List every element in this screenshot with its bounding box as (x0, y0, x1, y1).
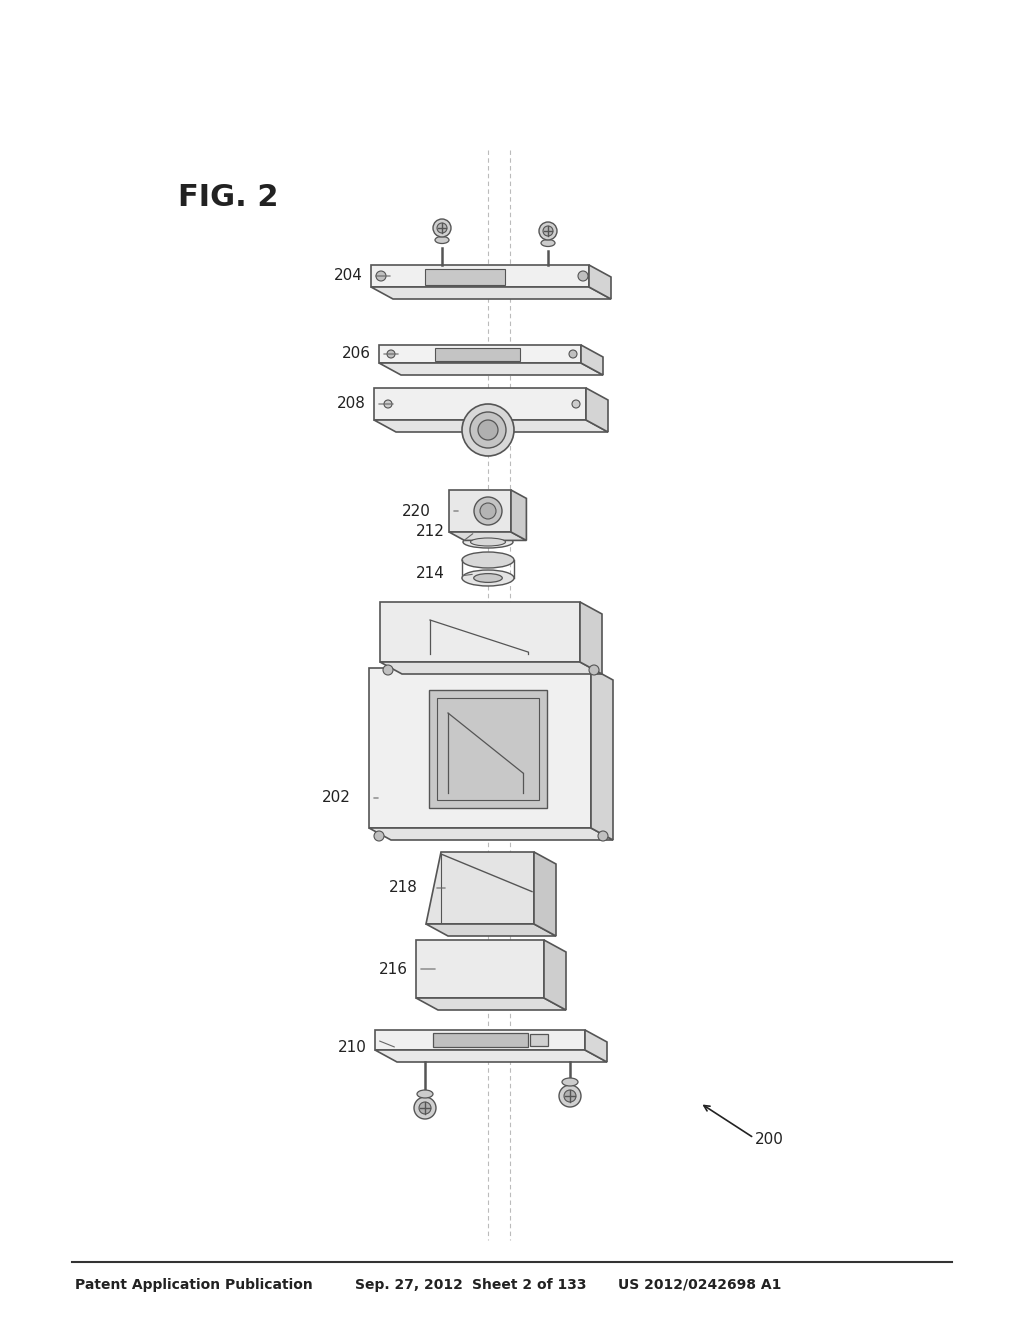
Polygon shape (585, 1030, 607, 1063)
Text: 210: 210 (338, 1040, 367, 1056)
Polygon shape (374, 420, 608, 432)
Polygon shape (375, 1030, 585, 1049)
Polygon shape (379, 363, 603, 375)
Ellipse shape (470, 539, 506, 546)
Circle shape (419, 1102, 431, 1114)
Polygon shape (589, 265, 611, 300)
Circle shape (578, 271, 588, 281)
Bar (437, 698, 539, 800)
Polygon shape (544, 940, 566, 1010)
Circle shape (433, 219, 451, 238)
Polygon shape (426, 851, 534, 924)
Bar (435, 348, 520, 360)
Polygon shape (586, 388, 608, 432)
Circle shape (437, 223, 447, 234)
Polygon shape (380, 602, 580, 663)
Circle shape (383, 665, 393, 675)
Text: 220: 220 (402, 503, 431, 519)
Circle shape (384, 400, 392, 408)
Text: 206: 206 (342, 346, 371, 362)
Circle shape (598, 832, 608, 841)
Polygon shape (369, 668, 591, 828)
Text: Sep. 27, 2012: Sep. 27, 2012 (355, 1278, 463, 1292)
Text: Sheet 2 of 133: Sheet 2 of 133 (472, 1278, 587, 1292)
Text: 216: 216 (379, 961, 408, 977)
Polygon shape (369, 828, 613, 840)
Ellipse shape (435, 236, 449, 243)
Text: US 2012/0242698 A1: US 2012/0242698 A1 (618, 1278, 781, 1292)
Bar (429, 690, 547, 808)
Text: Patent Application Publication: Patent Application Publication (75, 1278, 312, 1292)
Polygon shape (591, 668, 613, 840)
Ellipse shape (462, 570, 514, 586)
Circle shape (474, 498, 502, 525)
Bar (530, 1034, 548, 1045)
Text: 204: 204 (334, 268, 362, 284)
Circle shape (589, 665, 599, 675)
Polygon shape (371, 265, 589, 286)
Polygon shape (449, 490, 511, 532)
Polygon shape (426, 924, 556, 936)
Bar (432, 1034, 527, 1047)
Circle shape (543, 226, 553, 236)
Text: 212: 212 (416, 524, 445, 540)
Text: 202: 202 (323, 791, 351, 805)
Ellipse shape (463, 536, 513, 548)
Circle shape (564, 1090, 575, 1102)
Polygon shape (534, 851, 556, 936)
Circle shape (539, 222, 557, 240)
Circle shape (387, 350, 395, 358)
Polygon shape (581, 345, 603, 375)
Polygon shape (380, 663, 602, 675)
Ellipse shape (462, 552, 514, 568)
Circle shape (569, 350, 577, 358)
Text: 208: 208 (337, 396, 366, 412)
Text: 214: 214 (416, 566, 445, 582)
Text: FIG. 2: FIG. 2 (178, 183, 279, 213)
Circle shape (376, 271, 386, 281)
Polygon shape (416, 998, 566, 1010)
Polygon shape (511, 490, 526, 540)
Circle shape (414, 1097, 436, 1119)
Polygon shape (379, 345, 581, 363)
Circle shape (374, 832, 384, 841)
Polygon shape (449, 532, 526, 540)
Circle shape (470, 412, 506, 447)
Ellipse shape (541, 239, 555, 247)
Polygon shape (374, 388, 586, 420)
Text: 200: 200 (755, 1133, 784, 1147)
Ellipse shape (474, 574, 503, 582)
Polygon shape (371, 286, 611, 300)
Ellipse shape (417, 1090, 433, 1098)
Circle shape (462, 404, 514, 455)
Circle shape (572, 400, 580, 408)
Bar (425, 269, 505, 285)
Ellipse shape (562, 1078, 578, 1086)
Circle shape (478, 420, 498, 440)
Polygon shape (580, 602, 602, 675)
Circle shape (480, 503, 496, 519)
Polygon shape (416, 940, 544, 998)
Polygon shape (375, 1049, 607, 1063)
Text: 218: 218 (389, 880, 418, 895)
Circle shape (559, 1085, 581, 1107)
